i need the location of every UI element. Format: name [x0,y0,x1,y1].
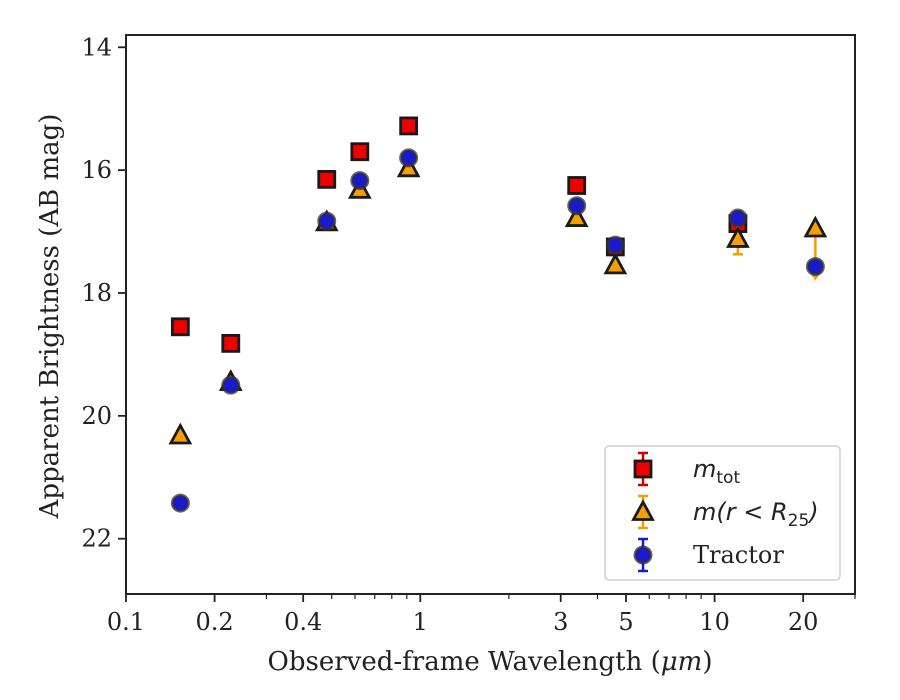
y-tick-label-1: 16 [81,156,112,184]
legend-marker-mtot [633,459,653,479]
tractor-point-1 [221,375,241,395]
tractor-point-6 [605,235,625,255]
series-mtot [170,116,748,353]
mtot-point-3 [350,142,370,162]
x-tick-label-6: 10 [699,608,730,636]
y-axis-label: Apparent Brightness (AB mag) [35,114,65,520]
axis-ticks: 0.1 0.2 0.4 1 3 5 10 20 14 16 18 20 22 [81,33,856,636]
x-tick-label-3: 1 [413,608,428,636]
legend-label-mtot: mtot [693,455,740,488]
y-tick-label-4: 22 [81,525,112,553]
plot-frame [125,34,856,595]
tractor-point-7 [728,208,748,228]
mr25-point-0 [168,422,193,445]
legend-label-mr25: m(r < R25) [693,498,819,531]
tractor-point-5 [567,196,587,216]
series-tractor [170,148,825,513]
x-tick-label-4: 3 [553,608,568,636]
mtot-point-4 [399,116,419,136]
data-points [168,116,828,513]
x-tick-label-5: 5 [618,608,633,636]
x-tick-label-7: 20 [788,608,819,636]
x-tick-label-1: 0.2 [196,608,234,636]
x-tick-label-0: 0.1 [107,608,145,636]
legend-box [604,445,841,581]
x-axis-label: Observed-frame Wavelength (μm) [268,647,713,677]
tractor-point-2 [317,211,337,231]
series-mr25 [168,155,828,445]
mr25-point-7 [726,226,750,248]
mr25-point-5 [564,205,589,227]
tractor-point-4 [399,148,419,168]
mtot-point-0 [170,317,190,337]
tractor-point-8 [805,257,825,277]
tractor-point-0 [170,493,190,513]
tractor-point-3 [350,171,370,191]
legend: mtot m(r < R25) Tractor [604,445,841,581]
legend-marker-mr25 [631,499,655,521]
mtot-point-1 [221,333,241,353]
mtot-point-5 [567,176,587,195]
mr25-point-6 [603,252,628,275]
x-tick-label-2: 0.4 [284,608,322,636]
legend-label-tractor: Tractor [693,541,784,569]
legend-marker-tractor [633,545,653,565]
mr25-point-8 [803,215,828,238]
y-tick-label-3: 20 [81,402,112,430]
mtot-point-2 [317,169,337,189]
y-tick-label-0: 14 [81,33,112,61]
y-tick-label-2: 18 [81,279,112,307]
